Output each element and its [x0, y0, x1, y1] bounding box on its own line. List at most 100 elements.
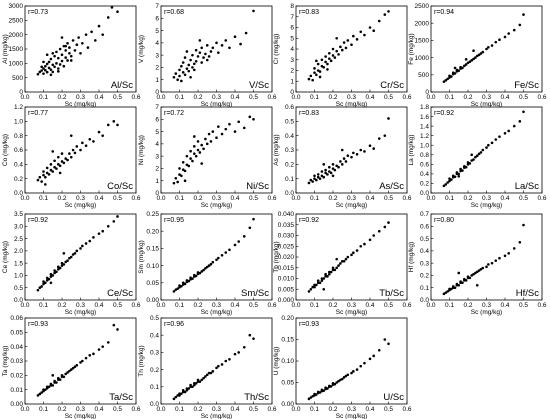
- data-point: [71, 148, 75, 152]
- x-tick-label: 0.0: [291, 195, 300, 202]
- y-tick-label: 1.0: [420, 142, 429, 149]
- data-point: [202, 147, 205, 151]
- y-tick-label: 0.3: [150, 350, 159, 357]
- data-point: [324, 171, 327, 175]
- y-tick-label: 0.4: [150, 332, 159, 339]
- correlation-label: r=0.83: [299, 9, 319, 16]
- pair-label: U/Sc: [383, 392, 404, 403]
- x-tick-label: 0.2: [193, 195, 202, 202]
- data-point: [487, 45, 490, 49]
- pair-label: Cr/Sc: [380, 80, 404, 91]
- data-point: [457, 283, 461, 287]
- data-point: [60, 261, 64, 265]
- x-tick-label: 0.5: [519, 94, 528, 101]
- data-point: [487, 263, 490, 266]
- data-point: [315, 73, 318, 77]
- data-point: [237, 240, 240, 243]
- data-point: [233, 352, 237, 356]
- x-tick-label: 0.5: [384, 94, 393, 101]
- data-point: [58, 164, 62, 168]
- x-tick-label: 0.3: [482, 302, 491, 309]
- panel-tb-sc: 0.0 0.1 0.2 0.3 0.4 0.5 0.6 0.000 0.005 0.010 0.01…: [273, 211, 412, 316]
- data-point: [200, 270, 203, 273]
- data-point: [73, 252, 77, 255]
- data-point: [387, 117, 390, 120]
- x-tick-label: 0.1: [39, 94, 48, 101]
- data-point: [84, 356, 88, 360]
- y-axis-label: Ta (mg/kg): [2, 346, 9, 377]
- data-point: [62, 375, 66, 379]
- x-tick-label: 0.6: [131, 94, 140, 101]
- data-point: [205, 265, 209, 269]
- y-tick-label: 0.6: [285, 104, 294, 111]
- data-point: [69, 155, 73, 159]
- y-tick-label: 0: [19, 89, 23, 96]
- y-tick-label: 3.5: [14, 211, 23, 218]
- data-point: [324, 275, 327, 278]
- y-tick-label: 0.4: [420, 248, 429, 255]
- data-point: [451, 285, 455, 288]
- x-tick-label: 0.1: [445, 195, 454, 202]
- data-point: [86, 46, 90, 49]
- x-tick-label: 0.2: [463, 94, 472, 101]
- correlation-label: r=0.95: [164, 217, 184, 224]
- x-tick-label: 0.1: [39, 302, 48, 309]
- data-point: [69, 54, 73, 58]
- data-point: [322, 175, 326, 179]
- data-point: [204, 52, 207, 56]
- data-point: [457, 69, 461, 72]
- x-tick-label: 0.2: [328, 94, 337, 101]
- data-point: [45, 62, 49, 66]
- data-point: [36, 72, 40, 76]
- y-tick-label: 0.05: [10, 330, 23, 337]
- data-point: [42, 282, 45, 286]
- y-axis-label: V (mg/kg): [138, 35, 145, 63]
- y-tick-label: 0.5: [285, 119, 294, 126]
- data-point: [180, 64, 183, 68]
- x-axis-label: Sc (mg/kg): [336, 202, 367, 209]
- x-tick-label: 0.0: [291, 406, 300, 413]
- data-point: [101, 229, 104, 233]
- data-point: [69, 368, 73, 371]
- data-point: [211, 370, 215, 373]
- data-point: [455, 171, 459, 174]
- data-point: [335, 36, 339, 40]
- data-point: [340, 148, 344, 152]
- data-point: [498, 256, 501, 260]
- correlation-label: r=0.94: [434, 9, 454, 16]
- y-axis-label: Ni (mg/kg): [138, 135, 145, 165]
- data-point: [200, 378, 203, 382]
- data-point: [350, 155, 353, 159]
- data-point: [490, 44, 494, 47]
- data-point: [64, 260, 67, 264]
- data-point: [106, 16, 110, 19]
- data-point: [355, 249, 359, 252]
- x-tick-label: 0.0: [156, 302, 165, 309]
- data-point: [337, 165, 340, 169]
- y-tick-label: 0.15: [281, 337, 294, 344]
- x-tick-label: 0.1: [445, 302, 454, 309]
- x-axis-label: Sc (mg/kg): [201, 101, 232, 108]
- data-point: [187, 279, 191, 283]
- y-tick-label: 0: [290, 89, 294, 96]
- data-point: [66, 41, 69, 45]
- x-tick-label: 0.4: [94, 195, 103, 202]
- data-point: [97, 232, 101, 235]
- data-point: [333, 268, 337, 272]
- x-axis-label: Sc (mg/kg): [65, 309, 96, 316]
- x-tick-label: 0.5: [249, 302, 258, 309]
- y-tick-label: 0.6: [14, 147, 23, 154]
- data-point: [183, 169, 187, 173]
- panel-sm-sc: 0.0 0.1 0.2 0.3 0.4 0.5 0.6 0.00 0.05 0.10 0.15 0.2…: [138, 211, 277, 316]
- y-tick-label: 2000: [415, 20, 430, 27]
- data-point: [242, 345, 246, 349]
- data-point: [51, 150, 55, 153]
- x-axis-label: Sc (mg/kg): [336, 413, 367, 419]
- data-point: [209, 371, 213, 375]
- data-point: [200, 162, 203, 165]
- data-point: [383, 134, 387, 137]
- data-point: [363, 33, 366, 37]
- x-tick-label: 0.2: [57, 302, 66, 309]
- x-tick-label: 0.6: [267, 302, 276, 309]
- data-point: [387, 10, 390, 13]
